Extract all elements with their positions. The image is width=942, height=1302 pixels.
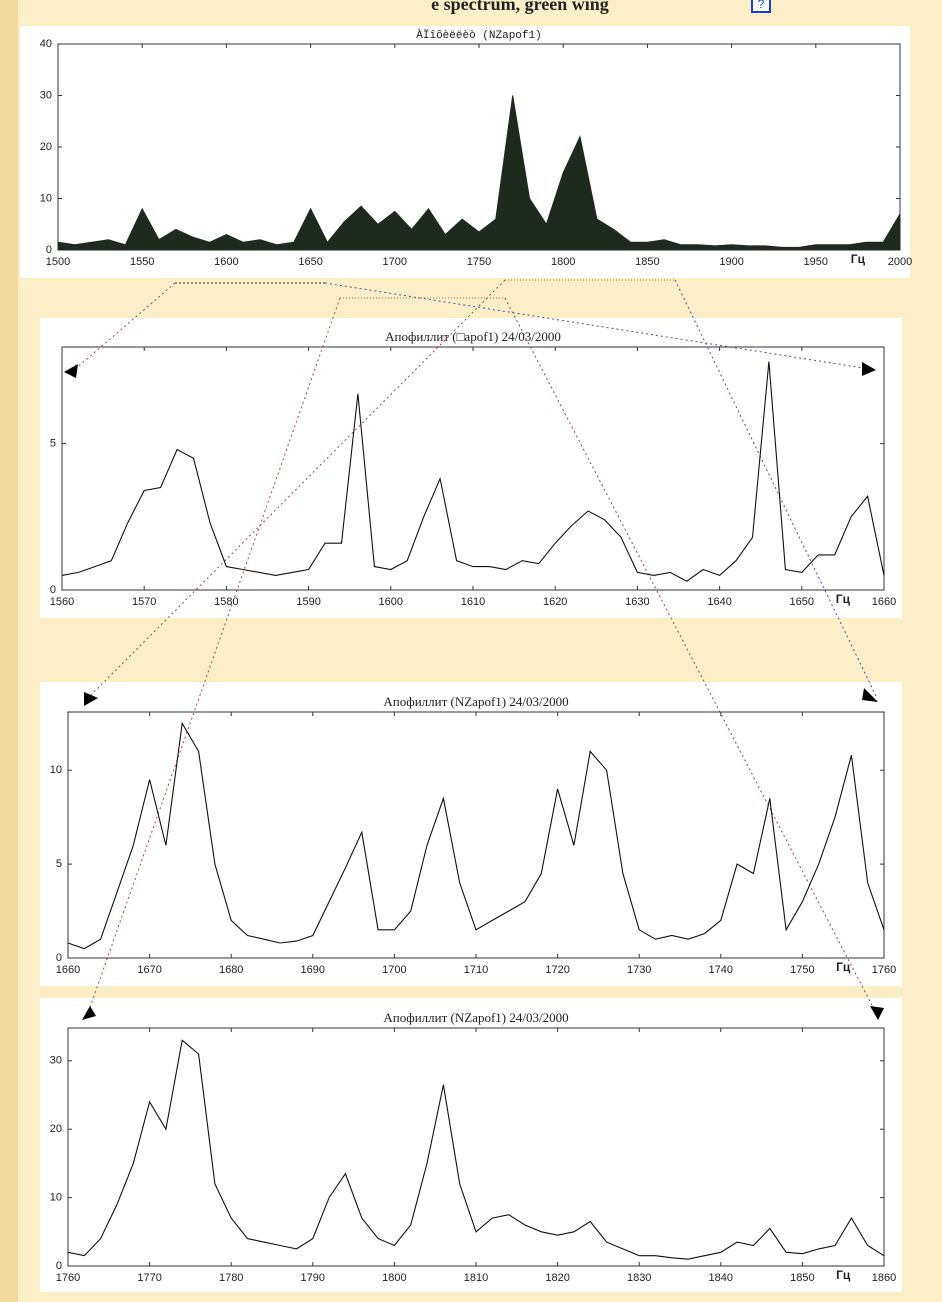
spectrum-area [57,95,901,251]
x-tick-label: 1760 [872,964,896,976]
x-tick-label: 1620 [543,596,567,608]
x-tick-label: 1610 [461,596,485,608]
chart-title: Апофиллит (NZapof1) 24/03/2000 [383,1010,568,1025]
x-axis-label: Гц [836,1268,851,1282]
panel [40,682,902,986]
x-tick-label: 1710 [464,964,488,976]
x-tick-label: 1630 [625,596,649,608]
y-tick-label: 30 [40,89,52,101]
x-axis-label: Гц [851,252,866,266]
x-tick-label: 1850 [635,256,659,268]
x-tick-label: 1740 [709,964,733,976]
x-tick-label: 1860 [872,1272,896,1284]
x-tick-label: 1700 [383,256,407,268]
x-tick-label: 1750 [467,256,491,268]
x-tick-label: 1760 [56,1272,80,1284]
arrow [64,364,78,378]
x-tick-label: 1700 [382,964,406,976]
arrow [82,1006,96,1020]
x-tick-label: 1690 [301,964,325,976]
arrow [862,688,878,702]
y-tick-label: 10 [50,1192,62,1204]
footnote-link-box[interactable] [751,0,771,13]
x-tick-label: 1500 [46,256,70,268]
x-tick-label: 1560 [50,596,74,608]
x-tick-label: 1650 [790,596,814,608]
x-tick-label: 1580 [214,596,238,608]
zoom-connectors [71,279,877,1014]
x-tick-label: 1660 [56,964,80,976]
x-tick-label: 1570 [132,596,156,608]
panel [40,998,902,1292]
y-tick-label: 5 [56,858,62,870]
x-tick-label: 1780 [219,1272,243,1284]
y-tick-label: 20 [40,141,52,153]
arrow [862,362,876,376]
x-tick-label: 1840 [709,1272,733,1284]
arrows [64,362,884,1020]
x-tick-label: 1750 [790,964,814,976]
x-tick-label: 1600 [214,256,238,268]
x-axis-label: Гц [836,592,851,606]
y-tick-label: 0 [56,1260,62,1272]
y-tick-label: 0 [56,952,62,964]
chart-title: ÀÏîôèëëèò (NZapof1) [416,28,541,42]
spectrum-line [67,721,885,950]
y-tick-label: 40 [40,38,52,50]
y-tick-label: 0 [50,584,56,596]
x-tick-label: 1720 [545,964,569,976]
x-tick-label: 1900 [719,256,743,268]
x-tick-label: 1730 [627,964,651,976]
x-tick-label: 1770 [137,1272,161,1284]
spectrum-line [67,1039,885,1260]
x-tick-label: 2000 [888,256,912,268]
x-tick-label: 1810 [464,1272,488,1284]
x-tick-label: 1660 [872,596,896,608]
x-tick-label: 1550 [130,256,154,268]
x-tick-label: 1670 [137,964,161,976]
x-tick-label: 1640 [707,596,731,608]
panel [40,318,902,618]
y-tick-label: 10 [50,764,62,776]
x-tick-label: 1950 [804,256,828,268]
x-axis-label: Гц [836,960,851,974]
x-tick-label: 1800 [382,1272,406,1284]
x-tick-label: 1590 [296,596,320,608]
arrow [84,692,98,706]
chart-title: Апофиллит (NZapof1) 24/03/2000 [383,694,568,709]
y-tick-label: 20 [50,1123,62,1135]
connector [674,279,877,697]
x-tick-label: 1680 [219,964,243,976]
y-tick-label: 0 [46,244,52,256]
page-title: e spectrum, green wing [431,0,609,14]
y-tick-label: 5 [50,438,56,450]
connector [87,297,341,1014]
x-tick-label: 1650 [298,256,322,268]
y-tick-label: 10 [40,192,52,204]
x-tick-label: 1820 [545,1272,569,1284]
footnote-link[interactable]: ? [758,0,765,11]
chart-title: Апофиллит (□apof1) 24/03/2000 [385,329,561,344]
connector [504,297,877,1014]
connector [87,279,506,699]
arrow [870,1006,884,1020]
x-tick-label: 1800 [551,256,575,268]
spectrum-line [61,361,885,582]
x-tick-label: 1600 [379,596,403,608]
x-tick-label: 1790 [301,1272,325,1284]
y-tick-label: 30 [50,1055,62,1067]
left-strip [0,0,18,1302]
x-tick-label: 1830 [627,1272,651,1284]
x-tick-label: 1850 [790,1272,814,1284]
